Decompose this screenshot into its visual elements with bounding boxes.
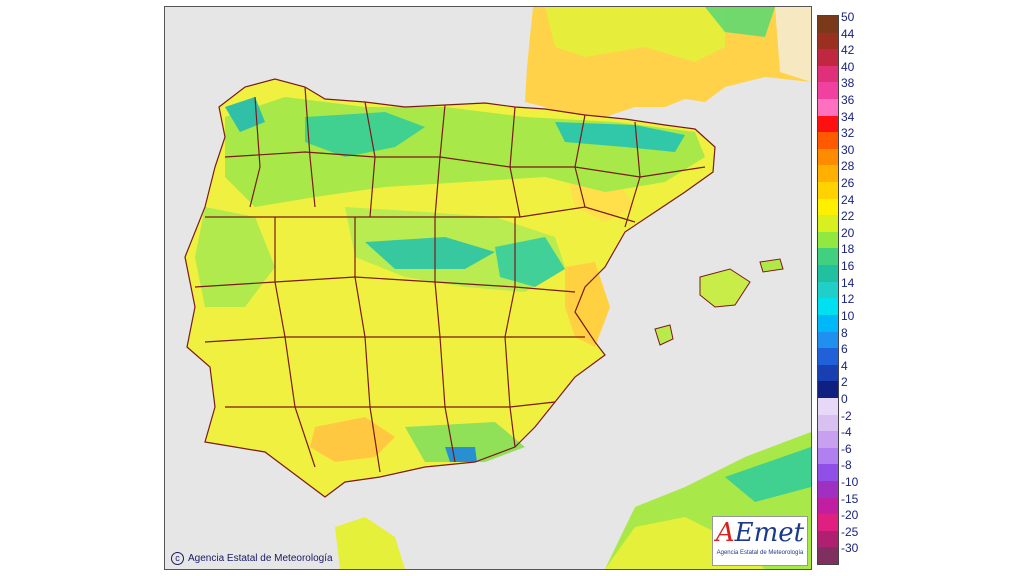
logo-mark: AEmet — [715, 518, 805, 548]
legend-label: 8 — [841, 325, 848, 340]
menorca — [760, 259, 783, 272]
legend-label: 16 — [841, 259, 855, 274]
legend-swatch — [818, 182, 838, 200]
temperature-legend-labels: 50 44 42 40 38 36 34 32 30 28 26 24 22 20 18 16 14 12 10 8 6… — [841, 10, 881, 565]
france-land-east — [775, 7, 811, 82]
legend-label: 10 — [841, 308, 855, 323]
legend-label: -30 — [841, 541, 859, 556]
legend-swatch — [818, 99, 838, 117]
island-borders — [654, 258, 784, 346]
legend-swatch — [818, 248, 838, 266]
legend-label: 38 — [841, 76, 855, 91]
legend-label: 2 — [841, 375, 848, 390]
legend-label: -10 — [841, 474, 859, 489]
legend-swatch — [818, 231, 838, 249]
legend-swatch — [818, 298, 838, 316]
cool-zone-cantabrian — [305, 112, 425, 157]
map-canvas — [165, 7, 811, 569]
legend-swatch — [818, 115, 838, 133]
legend-label: 24 — [841, 192, 855, 207]
africa-west — [335, 517, 405, 569]
mallorca — [700, 269, 750, 307]
legend-label: 20 — [841, 225, 855, 240]
legend-swatch — [818, 364, 838, 382]
legend-swatch — [818, 49, 838, 67]
legend-label: 22 — [841, 209, 855, 224]
province-borders — [184, 78, 716, 498]
france-land-cool — [705, 7, 775, 37]
cool-zone-central-system — [365, 237, 495, 269]
legend-swatch — [818, 265, 838, 283]
ibiza — [655, 325, 673, 345]
legend-swatch — [818, 431, 838, 449]
legend-label: 14 — [841, 275, 855, 290]
legend-swatch — [818, 314, 838, 332]
temperature-legend — [817, 15, 839, 565]
legend-swatch — [818, 530, 838, 548]
legend-label: 42 — [841, 43, 855, 58]
legend-swatch — [818, 497, 838, 515]
legend-label: 26 — [841, 176, 855, 191]
temperature-map: c Agencia Estatal de Meteorología AEmet … — [164, 6, 812, 570]
legend-swatch — [818, 65, 838, 83]
legend-swatch — [818, 281, 838, 299]
legend-label: 0 — [841, 391, 848, 406]
cool-zone-galicia — [225, 97, 265, 132]
legend-swatch — [818, 381, 838, 399]
legend-swatch — [818, 148, 838, 166]
legend-swatch — [818, 32, 838, 50]
legend-label: 32 — [841, 126, 855, 141]
africa-land-cool — [725, 447, 811, 502]
legend-swatch — [818, 397, 838, 416]
legend-swatch — [818, 414, 838, 432]
legend-label: -6 — [841, 441, 852, 456]
legend-swatch — [818, 215, 838, 233]
legend-swatch — [818, 198, 838, 216]
legend-label: 30 — [841, 142, 855, 157]
legend-label: 44 — [841, 26, 855, 41]
legend-swatch — [818, 464, 838, 482]
legend-swatch — [818, 348, 838, 366]
copyright-text: Agencia Estatal de Meteorología — [188, 553, 333, 564]
france-land-mild — [545, 7, 725, 62]
warm-zone-valencia — [565, 262, 610, 347]
copyright-notice: c Agencia Estatal de Meteorología — [171, 552, 333, 565]
aemet-logo: AEmet Agencia Estatal de Meteorología — [712, 516, 808, 566]
legend-label: 4 — [841, 358, 848, 373]
legend-label: 36 — [841, 93, 855, 108]
legend-label: 12 — [841, 292, 855, 307]
legend-label: 40 — [841, 59, 855, 74]
legend-label: 6 — [841, 342, 848, 357]
mild-zone-baetic — [405, 422, 525, 462]
legend-swatch — [818, 447, 838, 465]
legend-label: -20 — [841, 508, 859, 523]
legend-label: 28 — [841, 159, 855, 174]
legend-swatch — [818, 547, 838, 565]
legend-label: -15 — [841, 491, 859, 506]
legend-swatch — [818, 165, 838, 183]
legend-swatch — [818, 514, 838, 532]
cool-zone-iberian — [495, 237, 565, 287]
legend-swatch — [818, 132, 838, 150]
legend-swatch — [818, 16, 838, 34]
legend-label: -8 — [841, 458, 852, 473]
legend-swatch — [818, 480, 838, 499]
legend-label: -4 — [841, 425, 852, 440]
cool-zone-sierra-nevada — [445, 447, 477, 462]
mild-zone-west — [195, 207, 275, 307]
legend-swatch — [818, 331, 838, 349]
copyright-icon: c — [171, 552, 184, 565]
logo-subtitle: Agencia Estatal de Meteorología — [716, 550, 804, 556]
legend-label: -2 — [841, 408, 852, 423]
legend-swatch — [818, 82, 838, 100]
legend-label: -25 — [841, 524, 859, 539]
legend-label: 50 — [841, 10, 855, 24]
legend-label: 18 — [841, 242, 855, 257]
legend-label: 34 — [841, 109, 855, 124]
cool-zone-pyrenees — [555, 122, 685, 152]
